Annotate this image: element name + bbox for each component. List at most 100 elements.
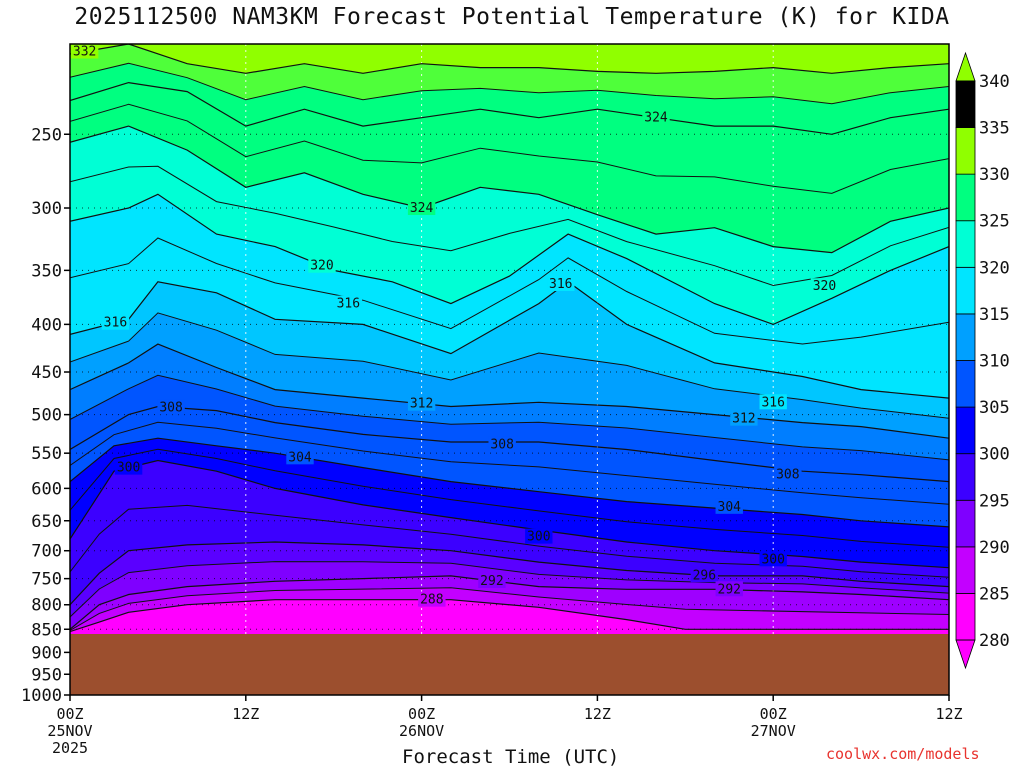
isentrope-label-extra-9-bg	[715, 581, 743, 597]
isentrope-label-extra-7: 300	[527, 530, 550, 545]
isentrope-label-extra-4-bg	[488, 436, 516, 452]
isentrope-324	[70, 125, 949, 254]
isentrope-mid-304	[70, 421, 949, 505]
y-tick-label-550: 550	[31, 444, 62, 464]
colorbar-min-triangle	[955, 639, 976, 670]
band-fill-half-312	[70, 281, 949, 419]
x-axis-title: Forecast Time (UTC)	[402, 746, 620, 768]
isentrope-label-extra-5-bg	[774, 466, 802, 482]
x-tick-time-24: 00Z	[408, 705, 435, 723]
isentrope-mid-324	[70, 103, 949, 194]
isentrope-label-296: 296	[693, 568, 716, 583]
colorbar-swatch-280	[955, 593, 976, 641]
colorbar-swatch-310	[955, 313, 976, 361]
x-tick-time-48: 00Z	[760, 705, 787, 723]
colorbar-swatch-325	[955, 173, 976, 222]
band-fill-half-308	[70, 344, 949, 460]
y-tick-label-950: 950	[31, 665, 62, 685]
y-tick-label-1000: 1000	[21, 686, 62, 706]
isentrope-label-extra-10: 312	[732, 412, 755, 427]
x-tick-time-60: 12Z	[935, 705, 962, 723]
isentrope-mid-316	[70, 237, 949, 345]
isentrope-label-332-bg	[70, 44, 99, 59]
isentrope-mid-308	[70, 374, 949, 461]
isentrope-label-extra-2-bg	[759, 394, 787, 410]
isentrope-328	[70, 81, 949, 135]
isentrope-label-extra-0: 316	[337, 297, 360, 312]
isentrope-mid-300	[70, 448, 949, 548]
isentrope-label-extra-3-bg	[810, 278, 839, 294]
x-tick-time-12: 12Z	[232, 705, 259, 723]
isentrope-label-288: 288	[420, 593, 443, 608]
colorbar-label-305: 305	[979, 398, 1010, 418]
isentrope-label-308: 308	[159, 400, 182, 415]
isentrope-label-316-bg	[101, 314, 130, 330]
band-fill-half-316	[70, 194, 949, 344]
isentrope-label-316: 316	[104, 316, 127, 331]
isentrope-332	[70, 44, 949, 74]
x-tick-time-36: 12Z	[584, 705, 611, 723]
colorbar-label-280: 280	[979, 631, 1010, 651]
isentrope-label-308-bg	[157, 399, 185, 415]
band-fill-half-320	[70, 126, 949, 286]
colorbar-max-triangle	[955, 51, 976, 82]
x-tick-date-0: 25NOV	[47, 722, 92, 740]
isentrope-mid-328	[70, 62, 949, 105]
colorbar-swatch-305	[955, 360, 976, 408]
x-tick-date-48: 27NOV	[751, 722, 796, 740]
band-fill-half-300	[70, 438, 949, 548]
isentrope-label-extra-6: 304	[718, 500, 742, 515]
isentrope-label-304: 304	[288, 450, 312, 465]
credit-link[interactable]: coolwx.com/models	[826, 745, 980, 763]
isentrope-mid-320	[70, 165, 949, 287]
colorbar-swatch-330	[955, 127, 976, 175]
y-tick-label-800: 800	[31, 596, 62, 616]
isentrope-label-312-bg	[407, 395, 436, 411]
isentrope-label-extra-7-bg	[525, 528, 553, 544]
isentrope-label-328: 324	[644, 111, 668, 126]
isentrope-label-332: 332	[73, 45, 96, 60]
y-tick-label-650: 650	[31, 512, 62, 532]
isentrope-label-312: 312	[410, 397, 433, 412]
x-tick-time-0: 00Z	[56, 705, 83, 723]
colorbar-label-310: 310	[979, 352, 1010, 372]
isentrope-label-extra-10-bg	[730, 410, 758, 426]
y-tick-label-900: 900	[31, 643, 62, 663]
colorbar-label-335: 335	[979, 119, 1010, 139]
isentrope-label-324-bg	[407, 200, 436, 216]
isentrope-312	[70, 343, 949, 439]
isentrope-label-300: 300	[117, 461, 140, 476]
colorbar-label-300: 300	[979, 445, 1010, 465]
isentrope-292	[70, 575, 949, 630]
colorbar-label-340: 340	[979, 72, 1010, 92]
y-tick-label-850: 850	[31, 620, 62, 640]
plot-frame	[69, 43, 950, 696]
isentrope-label-extra-1-bg	[547, 275, 575, 291]
isentrope-label-296-bg	[690, 567, 719, 583]
isentrope-mid-292	[70, 561, 949, 618]
colorbar-label-320: 320	[979, 258, 1010, 278]
isentrope-label-extra-8: 300	[761, 552, 784, 567]
isentrope-label-292: 292	[480, 574, 503, 589]
isentrope-mid-296	[70, 504, 949, 578]
band-fill-half-328	[70, 44, 949, 104]
isentrope-296	[70, 541, 949, 606]
colorbar-swatch-320	[955, 220, 976, 268]
isentrope-label-288-bg	[418, 591, 446, 607]
isentrope-304	[70, 437, 949, 528]
y-tick-label-350: 350	[31, 261, 62, 281]
isentrope-label-320: 320	[310, 259, 333, 274]
colorbar-swatch-300	[955, 406, 976, 455]
x-tick-year-0: 2025	[52, 739, 88, 757]
isentrope-label-extra-4: 308	[490, 437, 513, 452]
band-fill-half-292	[70, 542, 949, 618]
colorbar-swatch-315	[955, 266, 976, 315]
isentrope-label-304-bg	[286, 449, 314, 465]
isentrope-label-328-bg	[642, 109, 670, 125]
band-fill-half-296	[70, 460, 949, 578]
y-tick-label-450: 450	[31, 363, 62, 383]
colorbar-label-295: 295	[979, 491, 1010, 511]
colorbar-label-290: 290	[979, 538, 1010, 558]
colorbar-label-325: 325	[979, 212, 1010, 232]
ground-terrain	[70, 633, 949, 695]
